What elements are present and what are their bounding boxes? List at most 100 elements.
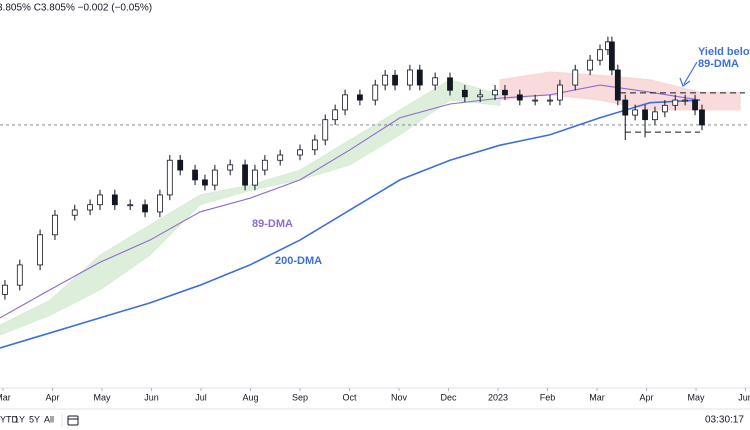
candle <box>516 89 523 106</box>
candle-body <box>661 104 668 113</box>
candle <box>557 79 563 106</box>
candle <box>37 229 43 271</box>
candle-body <box>416 69 423 86</box>
x-tick-label: Apr <box>45 392 59 402</box>
candle-body <box>502 89 508 96</box>
candle-body <box>16 264 23 286</box>
candle <box>192 164 198 186</box>
candle-body <box>277 154 284 161</box>
candle-body <box>407 69 413 86</box>
candle <box>157 189 163 218</box>
plot-area <box>0 36 750 349</box>
candle-body <box>632 109 639 116</box>
candle-body <box>71 209 78 216</box>
candle <box>332 104 339 125</box>
calendar-icon[interactable] <box>67 415 79 426</box>
candle <box>547 94 553 106</box>
candle-body <box>342 94 348 111</box>
x-tick-label: Apr <box>640 392 654 402</box>
candle-body <box>166 159 173 196</box>
x-tick-label: Mar <box>589 392 605 402</box>
x-tick-label: Dec <box>441 392 458 402</box>
moving-average-line <box>0 84 701 319</box>
candle <box>461 85 468 103</box>
candle <box>127 199 134 210</box>
candle <box>87 199 93 216</box>
candle-body <box>614 69 621 101</box>
candle <box>608 36 615 76</box>
candle-body <box>177 159 184 171</box>
candle-body <box>297 149 303 156</box>
candle-body <box>516 94 523 101</box>
candle-body <box>447 77 453 91</box>
candle-body <box>547 99 553 102</box>
range-button[interactable]: All <box>44 414 54 424</box>
candle-body <box>157 194 163 213</box>
candle <box>166 155 173 201</box>
x-tick-label: Sep <box>292 392 308 402</box>
candle-body <box>97 194 103 206</box>
candle <box>52 209 58 241</box>
range-button[interactable]: YTD <box>0 414 19 424</box>
candle <box>572 64 579 91</box>
calendar-icon-frame <box>67 415 79 426</box>
range-button[interactable]: 1Y <box>14 414 25 424</box>
candle <box>392 69 398 91</box>
candle-body <box>357 94 363 101</box>
candle-body <box>2 284 8 295</box>
x-tick-label: Mar <box>0 392 11 402</box>
x-tick-label: May <box>688 392 706 402</box>
candle-body <box>127 204 134 207</box>
candle <box>652 106 658 125</box>
ichimoku-cloud <box>0 79 501 336</box>
x-tick-label: 2023 <box>488 392 508 402</box>
candle-body <box>597 49 603 61</box>
candle-body <box>87 204 93 211</box>
range-button[interactable]: 5Y <box>29 414 40 424</box>
candle-body <box>227 164 234 171</box>
candle <box>111 189 118 210</box>
candle <box>142 199 148 218</box>
candle <box>342 89 348 116</box>
candle <box>372 79 379 106</box>
candle-body <box>392 74 398 86</box>
candle <box>202 174 208 191</box>
candle <box>622 94 629 140</box>
x-tick-label: Aug <box>242 392 258 402</box>
candle-body <box>587 59 593 71</box>
candle-body <box>202 179 208 186</box>
candle <box>614 64 621 106</box>
candle <box>311 134 318 156</box>
candle <box>97 189 103 210</box>
candle <box>632 104 639 121</box>
candle-body <box>311 139 318 151</box>
candle-body <box>111 194 118 206</box>
candle <box>211 164 218 191</box>
candle-body <box>461 89 468 98</box>
candle <box>227 159 234 176</box>
series-label: 89-DMA <box>252 218 293 230</box>
candle-body <box>532 99 539 102</box>
x-tick-label: Oct <box>342 392 357 402</box>
series-label: 200-DMA <box>275 255 322 267</box>
clock: 03:30:17 <box>705 415 744 426</box>
candle-body <box>252 169 258 186</box>
annotation: 89-DMA <box>698 58 739 70</box>
x-tick-label: Nov <box>391 392 408 402</box>
candle <box>261 155 268 176</box>
moving-average-line <box>0 99 701 349</box>
candle <box>699 104 705 131</box>
candle-body <box>52 214 58 236</box>
candle-body <box>322 119 329 141</box>
annotation-arrow <box>683 61 698 85</box>
candle-body <box>211 169 218 186</box>
candle-body <box>332 109 339 121</box>
candle-body <box>572 69 579 86</box>
candle-body <box>242 164 248 186</box>
candle-body <box>192 169 198 181</box>
candle <box>382 69 389 91</box>
candle <box>682 94 689 106</box>
candle <box>407 64 413 91</box>
candle <box>277 149 284 166</box>
